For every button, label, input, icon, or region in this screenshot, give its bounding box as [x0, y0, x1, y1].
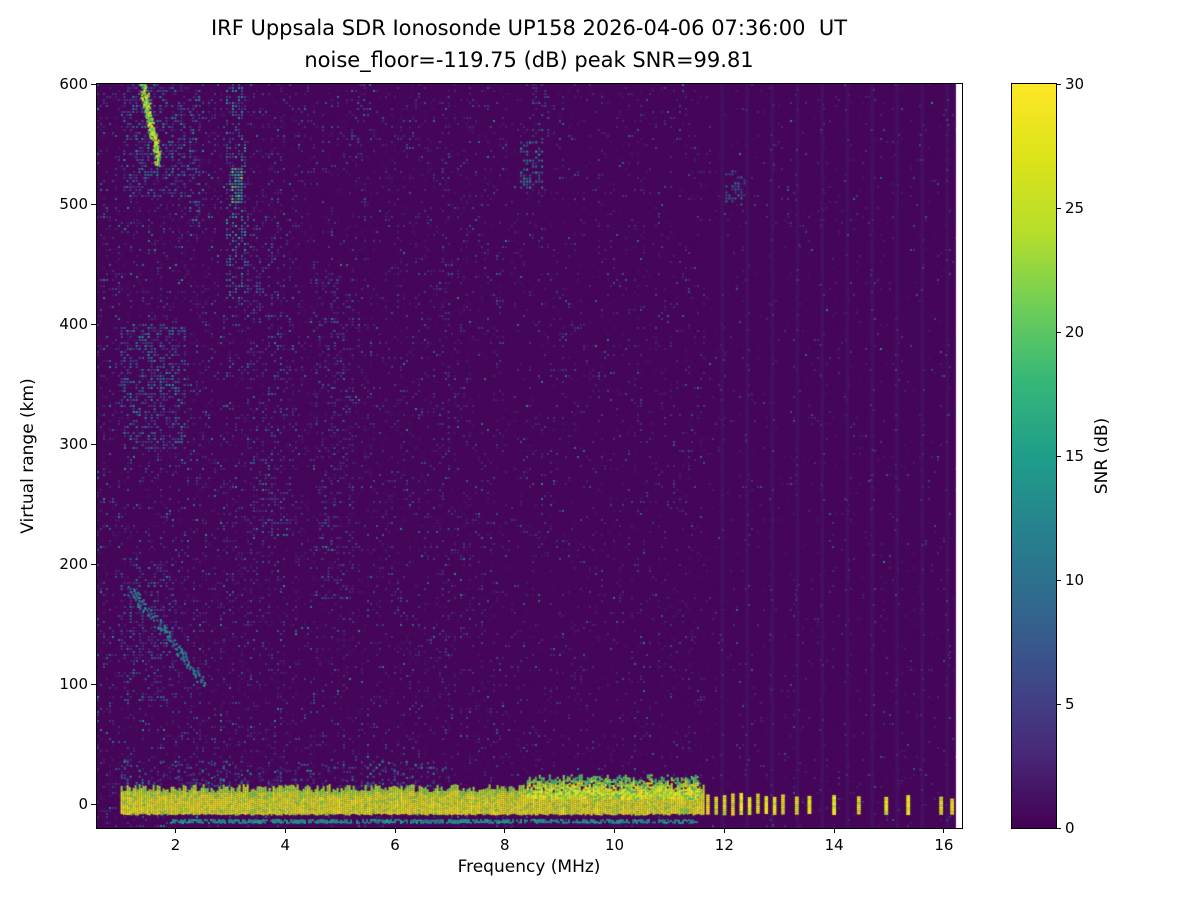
y-tick-mark: [91, 83, 96, 85]
x-tick-mark: [723, 828, 725, 833]
colorbar-tick-mark: [1056, 703, 1061, 705]
colorbar-tick-mark: [1056, 331, 1061, 333]
colorbar-tick-mark: [1056, 83, 1061, 85]
colorbar-tick-label: 5: [1065, 695, 1075, 713]
x-tick-mark: [284, 828, 286, 833]
x-tick-mark: [504, 828, 506, 833]
y-tick-label: 300: [59, 435, 88, 453]
y-tick-mark: [91, 443, 96, 445]
x-tick-mark: [394, 828, 396, 833]
y-tick-mark: [91, 683, 96, 685]
plot-frame: [96, 83, 963, 829]
colorbar-tick-label: 15: [1065, 447, 1085, 465]
y-tick-mark: [91, 563, 96, 565]
y-tick-label: 0: [78, 795, 88, 813]
figure-title-line1: IRF Uppsala SDR Ionosonde UP158 2026-04-…: [210, 16, 848, 40]
colorbar-tick-label: 0: [1065, 819, 1075, 837]
colorbar-tick-mark: [1056, 827, 1061, 829]
x-axis-label: Frequency (MHz): [457, 857, 601, 877]
x-tick-label: 6: [390, 836, 400, 854]
y-tick-mark: [91, 203, 96, 205]
y-tick-mark: [91, 803, 96, 805]
ionogram-heatmap-canvas: [97, 84, 962, 828]
x-tick-label: 2: [170, 836, 181, 854]
colorbar-frame: [1011, 83, 1057, 829]
y-tick-label: 600: [59, 75, 88, 93]
colorbar-tick-mark: [1056, 207, 1061, 209]
colorbar-tick-label: 10: [1065, 571, 1085, 589]
figure-title-line2: noise_floor=-119.75 (dB) peak SNR=99.81: [304, 48, 754, 72]
colorbar-tick-mark: [1056, 455, 1061, 457]
colorbar-tick-label: 20: [1065, 323, 1085, 341]
x-tick-label: 14: [824, 836, 844, 854]
x-tick-label: 10: [605, 836, 625, 854]
y-axis-label: Virtual range (km): [18, 378, 38, 534]
colorbar-gradient-canvas: [1012, 84, 1056, 828]
x-tick-mark: [943, 828, 945, 833]
x-tick-mark: [174, 828, 176, 833]
x-tick-label: 16: [934, 836, 954, 854]
y-tick-mark: [91, 323, 96, 325]
colorbar-tick-label: 30: [1065, 75, 1085, 93]
y-tick-label: 400: [59, 315, 88, 333]
y-tick-label: 100: [59, 675, 88, 693]
colorbar-tick-label: 25: [1065, 199, 1085, 217]
x-tick-label: 12: [714, 836, 734, 854]
y-tick-label: 200: [59, 555, 88, 573]
x-tick-label: 4: [280, 836, 291, 854]
x-tick-label: 8: [500, 836, 510, 854]
x-tick-mark: [614, 828, 616, 833]
y-tick-label: 500: [59, 195, 88, 213]
colorbar-tick-mark: [1056, 579, 1061, 581]
x-tick-mark: [833, 828, 835, 833]
